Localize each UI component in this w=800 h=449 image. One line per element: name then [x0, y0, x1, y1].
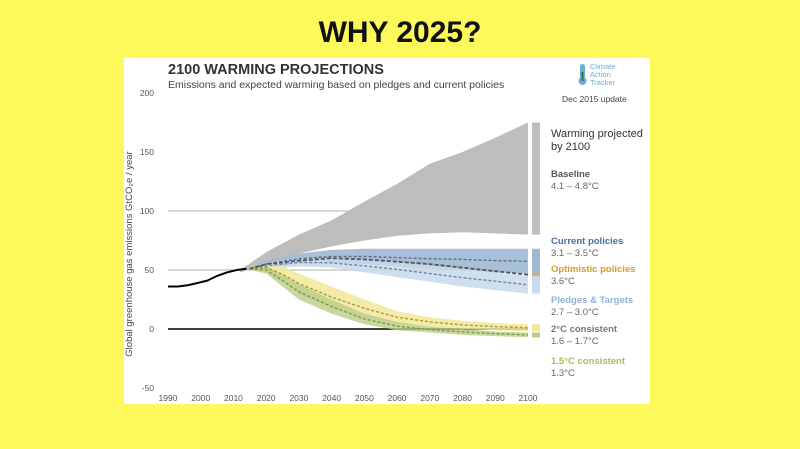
- legend-range-pledges-targets: 2.7 – 3.0°C: [551, 307, 599, 318]
- y-axis-label: Global greenhouse gas emissions GtCO₂e /…: [124, 151, 135, 356]
- range-bars: [532, 122, 540, 338]
- y-tick-label: 0: [149, 324, 154, 334]
- logo-line1: Climate: [590, 62, 615, 71]
- chart-panel: 2100 WARMING PROJECTIONS Emissions and e…: [124, 58, 650, 404]
- band-2-c-consistent: [249, 262, 529, 332]
- x-tick-labels: 1990 2000 2010 2020 2030 2040 2050 2060 2070 2080…: [159, 393, 538, 403]
- legend-name-1-5-c-consistent: 1.5°C consistent: [551, 356, 626, 367]
- x-tick-label: 2080: [453, 393, 472, 403]
- y-tick-labels: 200 150 100 50 0 -50: [140, 88, 154, 393]
- y-tick-label: 150: [140, 147, 154, 157]
- x-tick-label: 1990: [159, 393, 178, 403]
- x-tick-label: 2100: [519, 393, 538, 403]
- legend-name-current-policies: Current policies: [551, 236, 623, 247]
- chart-subtitle: Emissions and expected warming based on …: [168, 79, 504, 91]
- legend-range-optimistic-policies: 3.6°C: [551, 276, 575, 287]
- legend-name-pledges-targets: Pledges & Targets: [551, 295, 633, 306]
- legend-name-baseline: Baseline: [551, 169, 590, 180]
- y-tick-label: 200: [140, 88, 154, 98]
- band-baseline: [240, 122, 528, 273]
- legend-range-current-policies: 3.1 – 3.5°C: [551, 248, 599, 259]
- y-tick-label: 100: [140, 206, 154, 216]
- x-tick-label: 2030: [289, 393, 308, 403]
- line-pledges-targets: [249, 261, 529, 286]
- warming-chart: 2100 WARMING PROJECTIONS Emissions and e…: [124, 62, 646, 403]
- headline: WHY 2025?: [318, 16, 482, 49]
- range-bar-2-c-consistent: [532, 324, 540, 332]
- legend-title-line1: Warming projected: [551, 128, 643, 140]
- y-tick-label: 50: [145, 265, 155, 275]
- projection-lines: [168, 255, 529, 336]
- range-bar-1-5-c-consistent: [532, 332, 540, 338]
- line-historical: [168, 267, 247, 288]
- band-pledges-targets: [249, 258, 529, 294]
- line-1-5-c-consistent: [249, 268, 529, 336]
- x-tick-label: 2000: [191, 393, 210, 403]
- x-tick-label: 2050: [355, 393, 374, 403]
- x-tick-label: 2020: [257, 393, 276, 403]
- legend-name-optimistic-policies: Optimistic policies: [551, 264, 635, 275]
- line-2-c-consistent: [249, 266, 529, 329]
- projection-bands: [240, 122, 529, 338]
- x-tick-label: 2060: [388, 393, 407, 403]
- range-bar-optimistic-policies: [532, 273, 540, 276]
- range-bar-baseline: [532, 122, 540, 235]
- legend-range-2-c-consistent: 1.6 – 1.7°C: [551, 336, 599, 347]
- legend-title-line2: by 2100: [551, 141, 590, 153]
- line-current-policies: [249, 255, 529, 270]
- line-optimistic-policies: [249, 257, 529, 276]
- legend-range-baseline: 4.1 – 4.8°C: [551, 181, 599, 192]
- logo-line2: Action: [590, 70, 611, 79]
- logo-line3: Tracker: [590, 78, 616, 87]
- y-tick-label: -50: [142, 383, 155, 393]
- x-tick-label: 2040: [322, 393, 341, 403]
- legend-range-1-5-c-consistent: 1.3°C: [551, 368, 575, 379]
- range-bar-current-policies: [532, 248, 540, 274]
- x-tick-label: 2070: [420, 393, 439, 403]
- legend-name-2-c-consistent: 2°C consistent: [551, 324, 618, 335]
- update-note: Dec 2015 update: [562, 94, 627, 104]
- legend-title: Warming projected by 2100: [551, 128, 646, 153]
- band-1-5-c-consistent: [249, 266, 529, 338]
- x-tick-label: 2010: [224, 393, 243, 403]
- chart-title: 2100 WARMING PROJECTIONS: [168, 62, 384, 78]
- x-tick-label: 2090: [486, 393, 505, 403]
- thermometer-icon: [578, 64, 587, 85]
- range-bar-pledges-targets: [532, 275, 540, 294]
